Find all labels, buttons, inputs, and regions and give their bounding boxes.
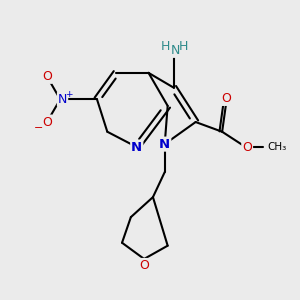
Text: N: N <box>131 141 142 154</box>
Text: N: N <box>58 93 67 106</box>
Text: −: − <box>33 123 43 133</box>
Text: H: H <box>160 40 170 52</box>
Text: CH₃: CH₃ <box>268 142 287 152</box>
Text: H: H <box>178 40 188 52</box>
Text: O: O <box>222 92 232 105</box>
Text: O: O <box>42 70 52 83</box>
Text: —: — <box>271 142 281 152</box>
Text: O: O <box>242 141 252 154</box>
Text: +: + <box>65 90 72 99</box>
Text: O: O <box>139 259 149 272</box>
Text: N: N <box>159 138 170 151</box>
Text: O: O <box>42 116 52 128</box>
Text: N: N <box>170 44 180 57</box>
